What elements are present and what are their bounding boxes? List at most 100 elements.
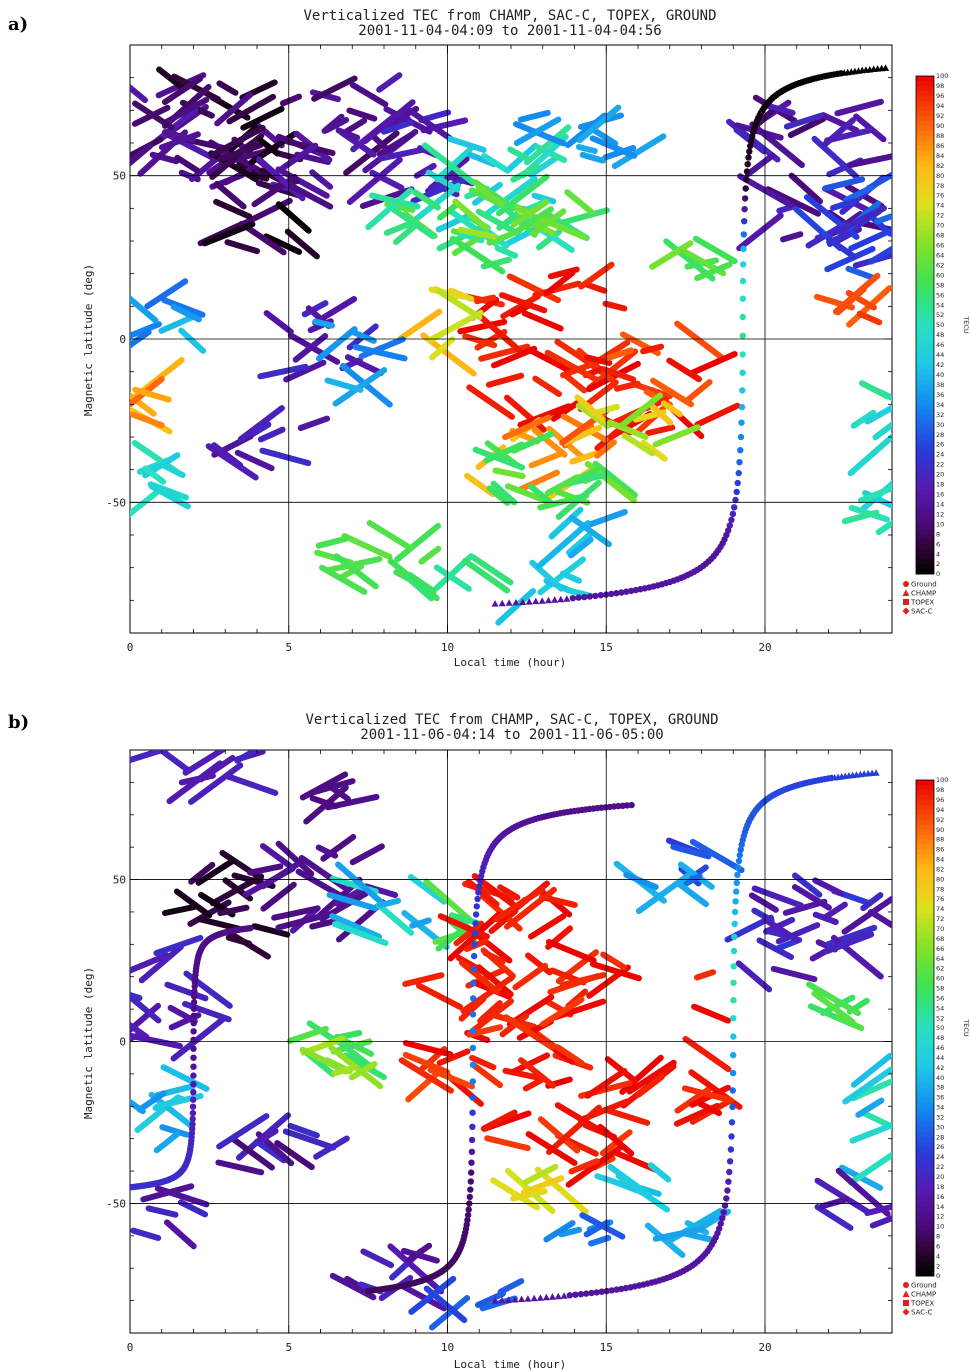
data-segment <box>537 1116 581 1154</box>
data-segment <box>494 245 519 259</box>
colorbar-band <box>916 1166 934 1173</box>
colorbar-band <box>916 1072 934 1079</box>
colorbar-band <box>916 804 934 811</box>
champ-marker <box>733 888 740 895</box>
data-segment <box>507 146 530 162</box>
data-segment <box>448 287 475 302</box>
champ-marker <box>530 1294 538 1302</box>
data-segment <box>564 189 595 216</box>
data-segment <box>581 509 628 530</box>
data-segment <box>588 1234 612 1247</box>
data-segment <box>402 1051 451 1075</box>
data-segment <box>130 991 143 1001</box>
data-segment <box>694 969 717 981</box>
data-segment <box>458 959 501 995</box>
data-segment <box>689 351 738 376</box>
data-segment <box>513 121 567 147</box>
data-segment <box>528 483 555 507</box>
data-segment <box>279 142 319 171</box>
champ-marker <box>737 433 745 441</box>
data-segment <box>631 381 673 400</box>
colorbar-label: 38 <box>936 381 944 389</box>
data-segment <box>457 226 498 240</box>
data-segment <box>820 112 860 134</box>
colorbar-band <box>916 1221 934 1227</box>
colorbar-band <box>916 569 934 575</box>
colorbar-band <box>916 1147 934 1153</box>
data-segment <box>413 162 437 179</box>
data-segment <box>497 1278 525 1295</box>
data-segment <box>182 750 228 776</box>
data-segment <box>418 545 442 565</box>
data-segment <box>859 380 891 400</box>
colorbar-band <box>916 210 934 216</box>
colorbar-label: 90 <box>936 122 944 130</box>
colorbar-band <box>916 240 934 246</box>
data-segment <box>365 187 414 231</box>
colorbar-band <box>916 389 934 396</box>
data-segment <box>558 1226 583 1238</box>
colorbar-band <box>916 90 934 97</box>
data-segment <box>429 336 456 361</box>
colorbar-band <box>916 839 934 845</box>
data-segment <box>500 293 541 320</box>
data-segment <box>670 843 712 860</box>
colorbar-band <box>916 255 934 261</box>
data-segment <box>652 424 701 448</box>
colorbar-label: 18 <box>936 1183 944 1191</box>
champ-marker <box>729 510 737 518</box>
colorbar-band <box>916 1117 934 1123</box>
colorbar-band <box>916 884 934 890</box>
colorbar-label: 24 <box>936 1153 944 1161</box>
data-segment <box>350 329 377 344</box>
colorbar-label: 14 <box>936 1203 944 1211</box>
data-segment <box>214 91 254 127</box>
colorbar-band <box>916 364 934 371</box>
colorbar-label: 62 <box>936 261 944 269</box>
colorbar-label: 30 <box>936 1123 944 1131</box>
colorbar-label: 36 <box>936 391 944 399</box>
colorbar-label: 68 <box>936 232 944 240</box>
data-segment <box>555 479 602 520</box>
colorbar-band <box>916 290 934 296</box>
colorbar-label: 82 <box>936 162 944 170</box>
data-segment <box>476 964 514 998</box>
colorbar-band <box>916 1047 934 1054</box>
panel-b: b) Verticalized TEC from CHAMP, SAC-C, T… <box>8 712 970 1371</box>
data-segment <box>460 974 515 1014</box>
colorbar-band <box>916 120 934 127</box>
data-segment <box>510 1052 551 1075</box>
champ-marker <box>726 522 733 529</box>
champ-marker <box>551 596 559 603</box>
data-segment <box>826 236 858 260</box>
data-segment <box>452 198 490 232</box>
data-segment <box>263 310 294 335</box>
colorbar-band <box>916 354 934 361</box>
colorbar-label: 68 <box>936 935 944 943</box>
panel-a: a) Verticalized TEC from CHAMP, SAC-C, T… <box>8 8 970 669</box>
champ-marker <box>882 64 890 71</box>
legend-champ-icon <box>902 1290 910 1297</box>
champ-marker <box>742 185 749 192</box>
data-segment <box>806 981 862 1017</box>
legend-label: CHAMP <box>911 590 936 598</box>
data-segment <box>783 112 824 130</box>
data-segment <box>486 485 511 506</box>
colorbar-label: 98 <box>936 786 944 794</box>
topex-marker <box>475 889 482 896</box>
colorbar-band <box>916 834 934 841</box>
colorbar-label: 4 <box>936 1252 940 1260</box>
colorbar-band <box>916 369 934 376</box>
colorbar-label: 84 <box>936 856 944 864</box>
colorbar-label: 74 <box>936 202 944 210</box>
data-segment <box>472 446 525 471</box>
colorbar-band <box>916 1107 934 1113</box>
colorbar-label: 44 <box>936 351 944 359</box>
colorbar-band <box>916 464 934 470</box>
colorbar-label: 2 <box>936 560 940 568</box>
champ-marker <box>519 598 527 605</box>
topex-marker <box>468 1169 475 1176</box>
data-segment <box>482 950 506 965</box>
data-segment <box>171 73 222 103</box>
data-segment <box>531 192 557 205</box>
